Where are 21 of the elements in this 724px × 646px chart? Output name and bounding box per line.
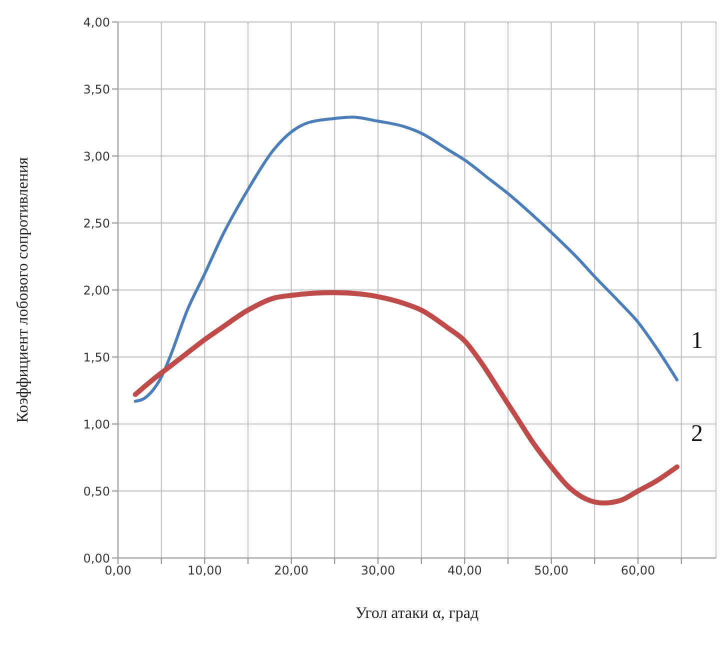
x-tick-label: 30,00 [360, 564, 396, 578]
y-tick-label: 0,00 [83, 551, 110, 566]
x-tick-label: 50,00 [534, 564, 569, 578]
x-tick-label: 0,00 [104, 564, 132, 578]
line-series [134, 116, 678, 403]
y-tick-label: 2,00 [83, 283, 110, 298]
series-label: 2 [691, 420, 703, 447]
x-tick-label: 40,00 [447, 564, 482, 578]
y-tick-label: 1,00 [83, 417, 110, 432]
y-tick-label: 4,00 [83, 15, 110, 30]
y-tick-label: 3,00 [83, 149, 110, 164]
y-tick-label: 0,50 [83, 484, 110, 498]
y-tick-label: 2,50 [83, 216, 110, 230]
x-axis-title: Угол атаки α, град [355, 605, 479, 622]
x-tick-label: 60,00 [620, 564, 656, 578]
y-tick-label: 1,50 [83, 350, 110, 364]
x-tick-label: 20,00 [274, 564, 309, 578]
y-axis-title: Коэффициент лобового сопротивления [14, 156, 32, 423]
x-tick-label: 10,00 [187, 564, 222, 578]
y-tick-label: 3,50 [83, 82, 110, 96]
series-label: 1 [691, 328, 703, 354]
